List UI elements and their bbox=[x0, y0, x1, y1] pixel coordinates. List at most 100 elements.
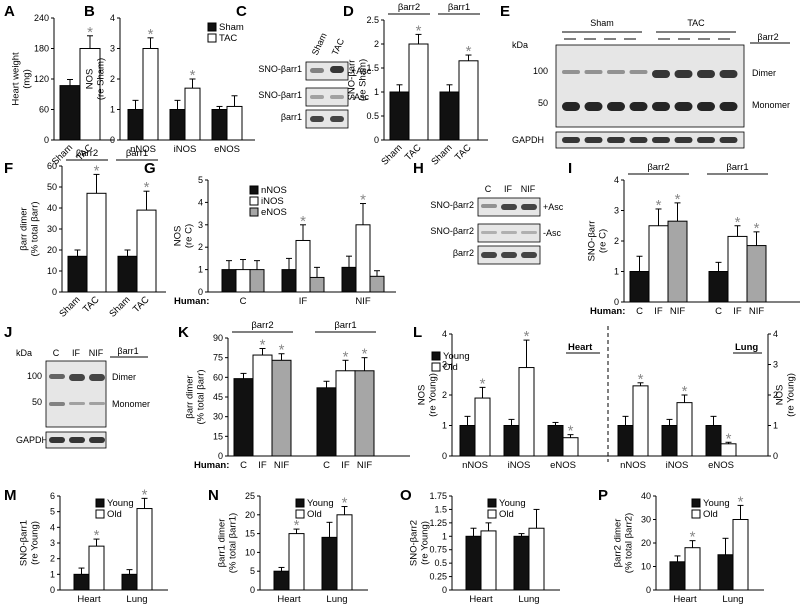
bar bbox=[211, 109, 228, 141]
x-category-label: Lung bbox=[518, 594, 539, 605]
significance-star: * bbox=[675, 191, 681, 208]
bar bbox=[617, 425, 634, 457]
panel-letter-e: E bbox=[500, 3, 510, 20]
bar bbox=[117, 255, 138, 293]
bar bbox=[226, 105, 243, 141]
blot-band bbox=[719, 137, 738, 143]
y-axis-label: (% total βarr) bbox=[196, 369, 207, 424]
bar bbox=[273, 570, 290, 591]
bar bbox=[252, 354, 273, 457]
lane-label: IF bbox=[504, 184, 513, 194]
blot-band bbox=[310, 95, 324, 99]
legend-swatch bbox=[95, 498, 105, 508]
panel-letter-f: F bbox=[4, 160, 13, 177]
lane-label: NIF bbox=[89, 348, 104, 358]
y-axis-label: βarr dimer bbox=[19, 207, 30, 250]
y-tick-label: 25 bbox=[245, 491, 255, 501]
blot-membrane bbox=[555, 131, 745, 149]
bar bbox=[547, 425, 564, 457]
blot-band bbox=[501, 252, 517, 258]
legend-entry: Young bbox=[443, 351, 470, 362]
significance-star: * bbox=[142, 486, 148, 503]
significance-star: * bbox=[682, 383, 688, 400]
bar bbox=[121, 573, 138, 591]
x-category-label: NIF bbox=[670, 306, 686, 317]
y-tick-label: 1.25 bbox=[429, 518, 447, 528]
bar bbox=[562, 437, 579, 457]
panel-letter-o: O bbox=[400, 487, 412, 504]
lane-label: TAC bbox=[330, 36, 347, 56]
panel-letter-d: D bbox=[343, 3, 354, 20]
asc-label: +Asc bbox=[543, 202, 564, 212]
significance-star: * bbox=[416, 22, 422, 39]
y-tick-label: 0.5 bbox=[434, 558, 447, 568]
y-tick-label: 6 bbox=[50, 491, 55, 501]
significance-star: * bbox=[148, 26, 154, 43]
bar bbox=[408, 43, 429, 141]
bar bbox=[708, 271, 729, 303]
y-tick-label: 3 bbox=[198, 220, 203, 230]
legend-entry: eNOS bbox=[261, 207, 287, 218]
bar bbox=[233, 378, 254, 457]
panel-letter-a: A bbox=[4, 3, 15, 20]
blot-band bbox=[607, 102, 625, 111]
y-axis-label: (re Sham) bbox=[358, 59, 369, 101]
significance-star: * bbox=[480, 375, 486, 392]
bar bbox=[465, 535, 482, 591]
significance-star: * bbox=[342, 495, 348, 512]
blot-band bbox=[629, 102, 648, 111]
y-tick-label: 30 bbox=[641, 515, 651, 525]
bar bbox=[684, 547, 701, 591]
blot-band bbox=[521, 204, 537, 210]
group-label-heart: Heart bbox=[568, 342, 593, 353]
legend-entry: Young bbox=[499, 498, 526, 509]
blot-panel-j: kDa C IF NIF βarr1 100 50 Dimer Monomer GAPDH bbox=[16, 346, 150, 449]
marker-label: 50 bbox=[32, 397, 42, 407]
bar bbox=[732, 519, 749, 591]
blot-band bbox=[330, 95, 344, 99]
lane-label: C bbox=[485, 184, 492, 194]
bar bbox=[632, 385, 649, 457]
legend-entry: Sham bbox=[219, 22, 244, 33]
x-category-label: Heart bbox=[277, 594, 301, 605]
y-tick-label: 75 bbox=[213, 353, 223, 363]
y-axis-label: (% total βarr2) bbox=[624, 513, 635, 573]
blot-band bbox=[310, 68, 324, 73]
significance-star: * bbox=[300, 213, 306, 230]
blot-band bbox=[89, 437, 105, 443]
y-tick-label: 0 bbox=[218, 451, 223, 461]
panel-letter-p: P bbox=[598, 487, 608, 504]
y-tick-label: 4 bbox=[442, 329, 447, 339]
y-tick-label: 1 bbox=[50, 569, 55, 579]
legend-swatch bbox=[207, 33, 217, 43]
y-tick-label: 15 bbox=[213, 431, 223, 441]
y-axis-label: Heart weight bbox=[11, 52, 22, 106]
asc-label: -Asc bbox=[543, 228, 562, 238]
blot-band bbox=[697, 70, 715, 78]
bar bbox=[518, 367, 535, 457]
x-category-label: Sham bbox=[379, 142, 404, 167]
y-tick-label: 1 bbox=[374, 87, 379, 97]
blot-membrane bbox=[555, 44, 745, 128]
significance-star: * bbox=[360, 192, 366, 209]
group-label: βarr1 bbox=[726, 162, 748, 173]
y-tick-label: 10 bbox=[245, 547, 255, 557]
group-label: TAC bbox=[687, 18, 705, 28]
bar bbox=[667, 220, 688, 303]
y-tick-label: 180 bbox=[34, 44, 49, 54]
y-tick-label: 1.5 bbox=[434, 504, 447, 514]
y-tick-label: 40 bbox=[47, 203, 57, 213]
legend-entry: Old bbox=[443, 362, 458, 373]
legend-swatch bbox=[487, 498, 497, 508]
x-category-label: C bbox=[240, 460, 247, 471]
blot-panel-e: kDa Sham TAC βarr2 100 50 Dimer Monomer GAPDH bbox=[512, 18, 790, 149]
bar bbox=[661, 425, 678, 457]
y-tick-label: 3 bbox=[110, 44, 115, 54]
significance-star: * bbox=[144, 179, 150, 196]
x-category-label: Heart bbox=[77, 594, 101, 605]
group-label: βarr2 bbox=[647, 162, 669, 173]
y-tick-label: 0 bbox=[250, 585, 255, 595]
blot-band bbox=[330, 66, 344, 73]
blot-band bbox=[501, 204, 517, 210]
